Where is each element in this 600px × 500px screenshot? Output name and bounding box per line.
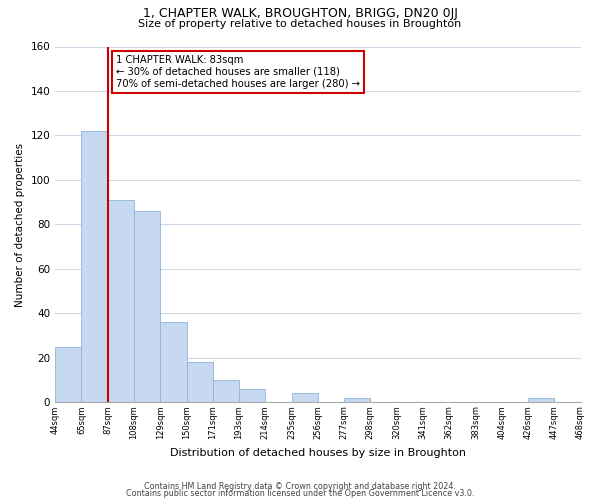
- Bar: [134, 211, 160, 402]
- Text: Contains public sector information licensed under the Open Government Licence v3: Contains public sector information licen…: [126, 489, 474, 498]
- Bar: [292, 394, 318, 402]
- Text: 1, CHAPTER WALK, BROUGHTON, BRIGG, DN20 0JJ: 1, CHAPTER WALK, BROUGHTON, BRIGG, DN20 …: [143, 8, 457, 20]
- Y-axis label: Number of detached properties: Number of detached properties: [15, 142, 25, 306]
- Text: Size of property relative to detached houses in Broughton: Size of property relative to detached ho…: [139, 19, 461, 29]
- Bar: [213, 380, 239, 402]
- Bar: [82, 131, 108, 402]
- Bar: [239, 389, 265, 402]
- Text: 1 CHAPTER WALK: 83sqm
← 30% of detached houses are smaller (118)
70% of semi-det: 1 CHAPTER WALK: 83sqm ← 30% of detached …: [116, 56, 359, 88]
- Text: Contains HM Land Registry data © Crown copyright and database right 2024.: Contains HM Land Registry data © Crown c…: [144, 482, 456, 491]
- Bar: [55, 347, 82, 403]
- Bar: [108, 200, 134, 402]
- Bar: [187, 362, 213, 403]
- Bar: [344, 398, 370, 402]
- Bar: [528, 398, 554, 402]
- X-axis label: Distribution of detached houses by size in Broughton: Distribution of detached houses by size …: [170, 448, 466, 458]
- Bar: [160, 322, 187, 402]
